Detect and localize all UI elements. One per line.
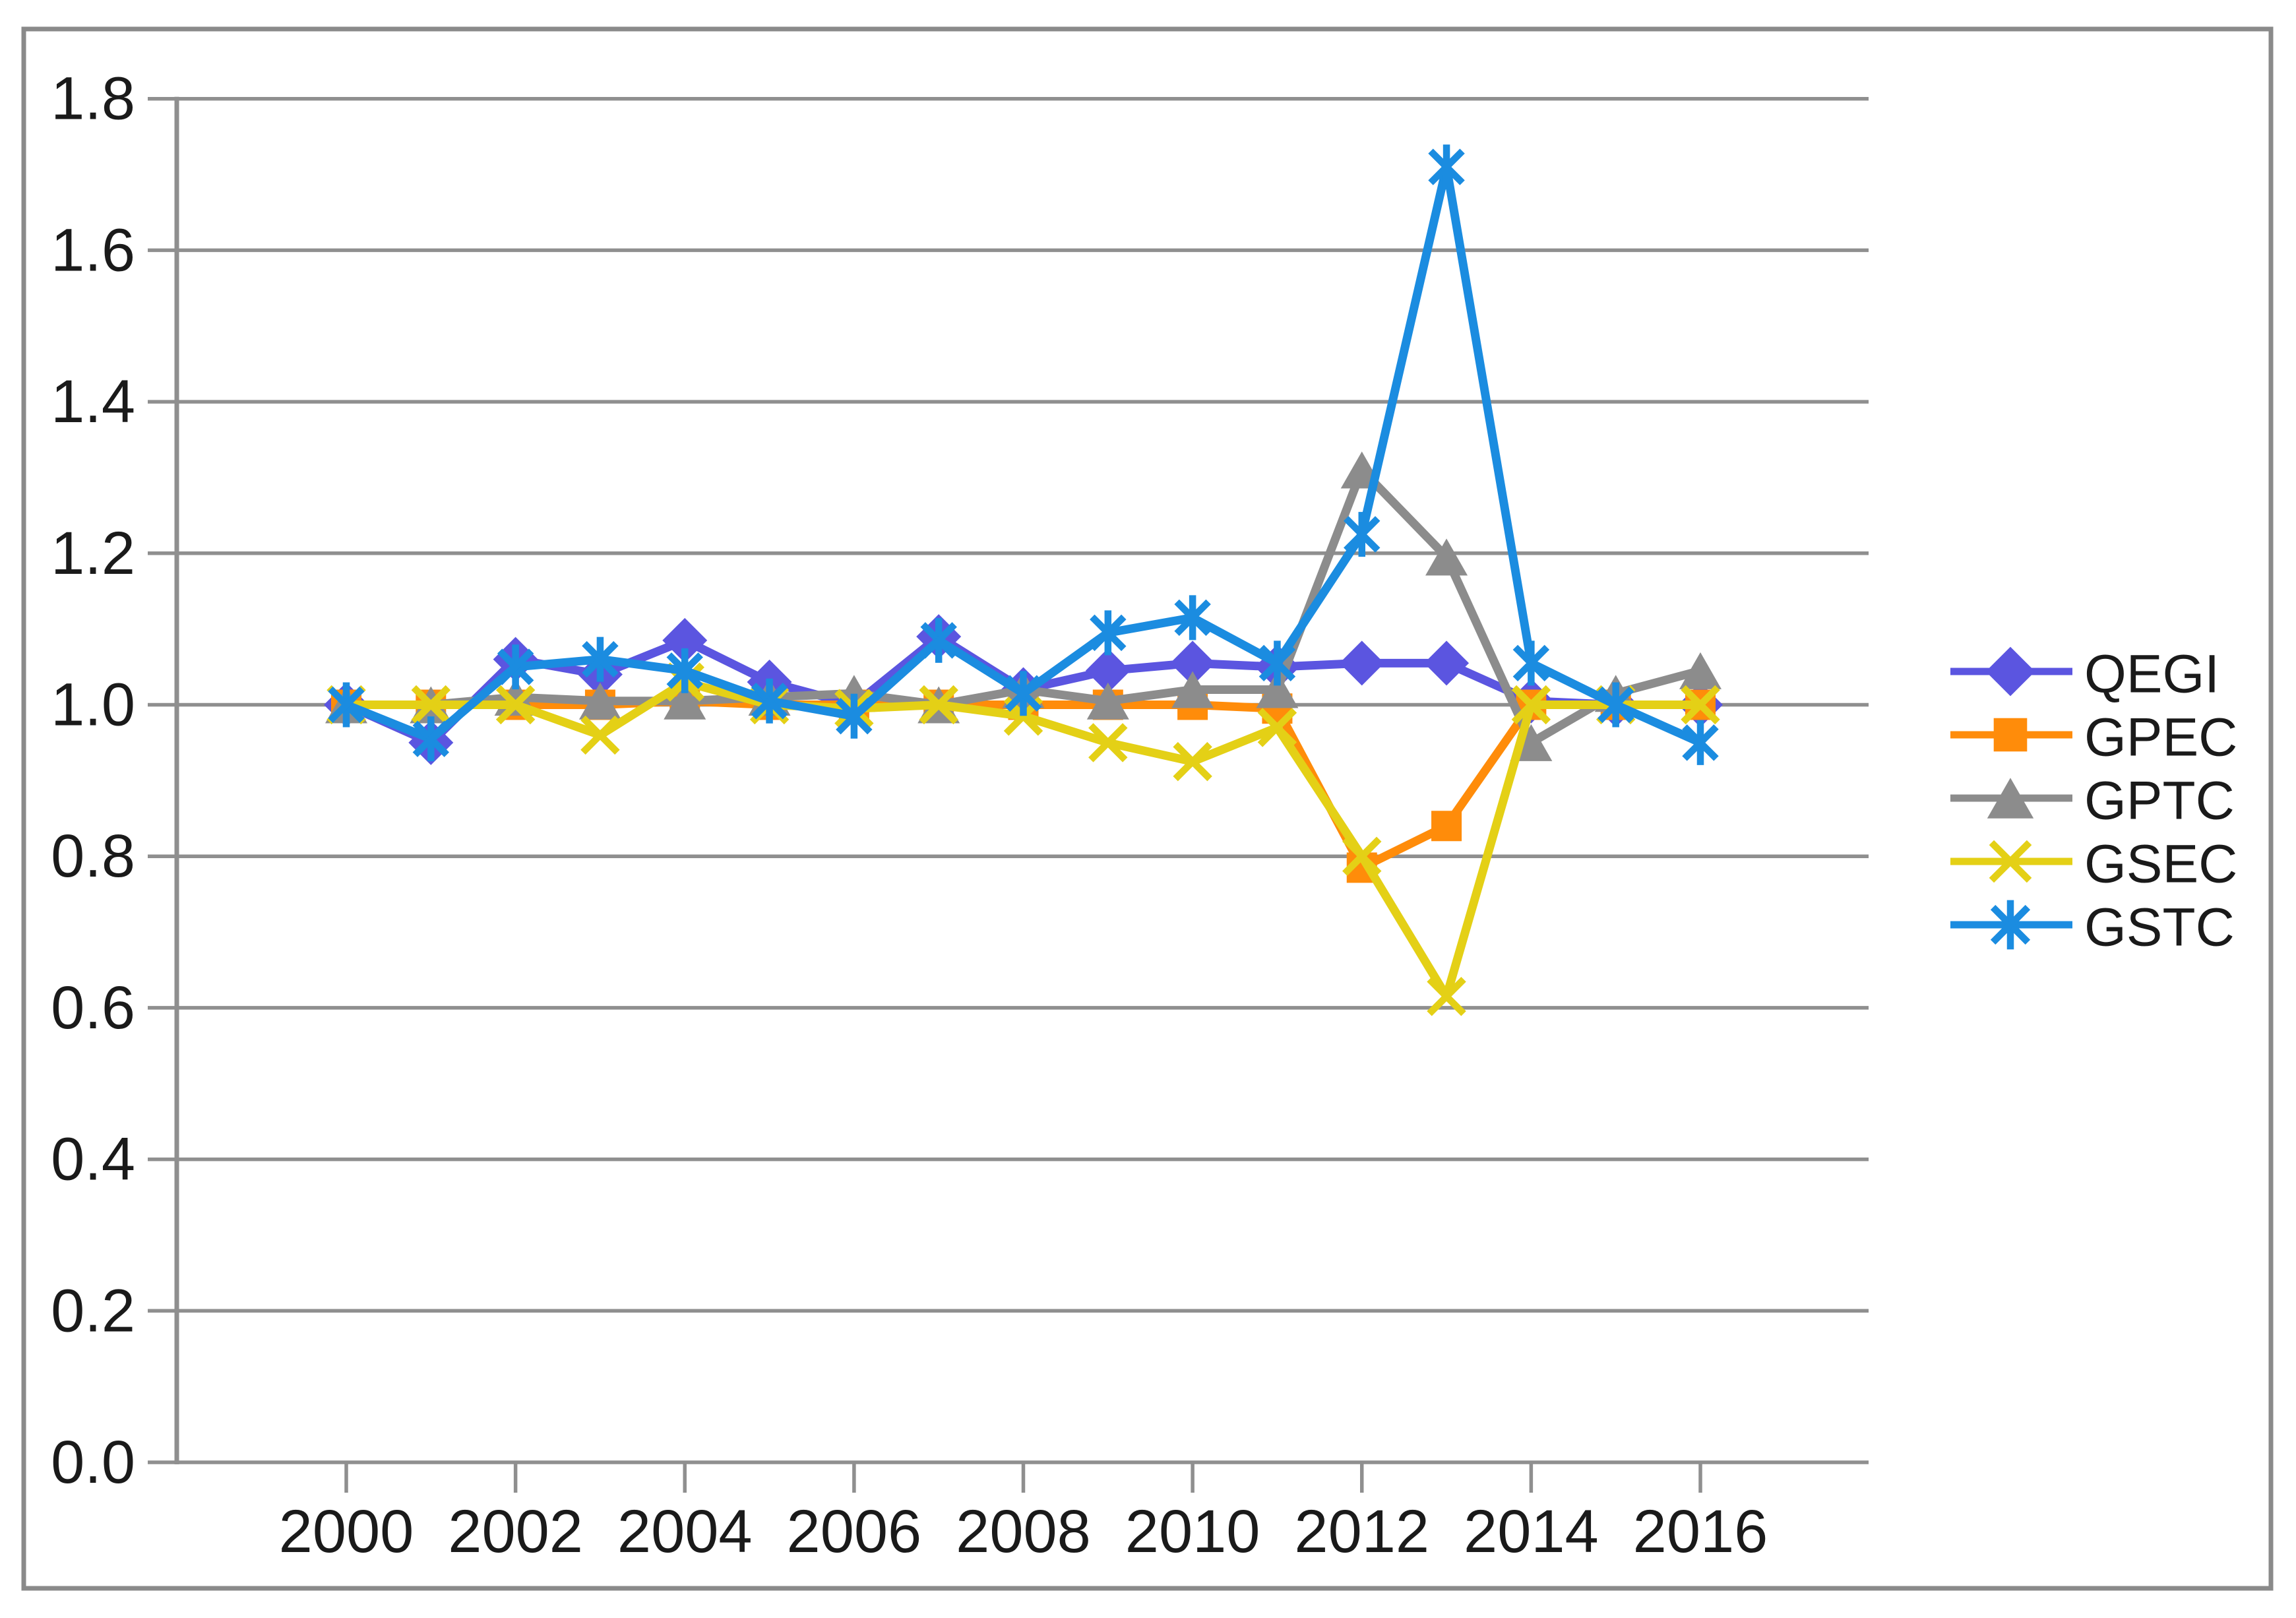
legend-item-GPEC: GPEC xyxy=(1950,708,2237,768)
triangle-marker xyxy=(578,682,621,720)
y-tick-label: 0.8 xyxy=(51,823,135,890)
legend-item-GSTC: GSTC xyxy=(1950,898,2235,958)
x-axis-labels: 2000 2002 2004 2006 2008 2010 2012 2014 2016 xyxy=(279,1498,1768,1565)
x-tick-label: 2008 xyxy=(956,1498,1091,1565)
y-tick-label: 1.8 xyxy=(51,65,135,133)
diamond-marker xyxy=(1985,646,2035,697)
y-tick-label: 1.0 xyxy=(51,671,135,739)
gridlines xyxy=(148,96,1869,1464)
x-tick-label: 2016 xyxy=(1633,1498,1768,1565)
asterisk-marker xyxy=(920,622,957,659)
asterisk-marker xyxy=(751,683,788,720)
asterisk-marker xyxy=(1428,148,1465,185)
x-marker xyxy=(1173,741,1212,782)
asterisk-marker xyxy=(1597,686,1634,724)
asterisk-marker xyxy=(412,720,450,757)
x-axis-ticks xyxy=(344,1462,1702,1493)
square-marker xyxy=(1993,718,2028,752)
diamond-marker xyxy=(662,617,708,663)
diamond-marker xyxy=(1170,640,1216,686)
asterisk-marker xyxy=(1344,516,1381,553)
legend-label: GSEC xyxy=(2084,834,2237,894)
y-tick-label: 1.4 xyxy=(51,368,135,435)
legend-label: GPTC xyxy=(2084,771,2235,831)
asterisk-marker xyxy=(1005,675,1042,712)
triangle-marker xyxy=(1987,778,2034,819)
x-marker xyxy=(495,685,536,725)
x-marker xyxy=(580,715,620,755)
x-marker xyxy=(1511,685,1551,725)
figure-border xyxy=(21,26,2274,1591)
asterisk-marker xyxy=(497,648,534,685)
x-tick-label: 2002 xyxy=(448,1498,583,1565)
asterisk-marker xyxy=(1990,904,2031,945)
x-marker xyxy=(1257,708,1297,747)
x-marker xyxy=(1342,836,1382,876)
asterisk-marker xyxy=(836,698,873,735)
y-tick-label: 1.2 xyxy=(51,520,135,587)
series-GSEC-line xyxy=(342,677,1705,1001)
x-marker xyxy=(919,685,958,725)
x-tick-label: 2004 xyxy=(617,1498,753,1565)
x-tick-label: 2000 xyxy=(279,1498,414,1565)
legend-label: QEGI xyxy=(2084,644,2219,704)
triangle-marker xyxy=(1171,671,1214,708)
legend-item-GSEC: GSEC xyxy=(1950,834,2237,894)
diamond-marker xyxy=(1339,640,1384,686)
legend-item-GPTC: GPTC xyxy=(1950,771,2235,831)
x-marker xyxy=(411,685,451,725)
x-tick-label: 2014 xyxy=(1464,1498,1599,1565)
asterisk-marker xyxy=(328,686,365,724)
x-tick-label: 2006 xyxy=(787,1498,922,1565)
diamond-marker xyxy=(1085,648,1131,693)
triangle-marker xyxy=(664,682,706,720)
diamond-marker xyxy=(1424,640,1470,686)
series-GPEC-line xyxy=(342,697,1705,872)
asterisk-marker xyxy=(582,640,619,678)
series-GSEC-markers xyxy=(326,662,1720,1016)
y-axis-labels: 0.0 0.2 0.4 0.6 0.8 1.0 1.2 1.4 1.6 1.8 xyxy=(51,65,135,1496)
x-marker xyxy=(1681,685,1720,725)
x-tick-label: 2012 xyxy=(1294,1498,1429,1565)
x-marker xyxy=(1989,840,2032,883)
asterisk-marker xyxy=(1682,724,1719,761)
triangle-marker xyxy=(1256,671,1299,708)
series-GSTC-markers xyxy=(328,144,1719,765)
series-GSTC-line xyxy=(342,162,1705,747)
y-tick-label: 0.0 xyxy=(51,1429,135,1496)
asterisk-marker xyxy=(1512,644,1550,682)
asterisk-marker xyxy=(1258,644,1296,682)
asterisk-marker xyxy=(1174,599,1211,637)
y-tick-label: 0.6 xyxy=(51,974,135,1042)
asterisk-marker xyxy=(666,652,703,689)
x-marker xyxy=(1427,976,1466,1016)
triangle-marker xyxy=(1679,652,1722,689)
legend-item-QEGI: QEGI xyxy=(1950,644,2219,704)
y-tick-label: 0.4 xyxy=(51,1126,135,1193)
legend-label: GSTC xyxy=(2084,898,2235,958)
asterisk-marker xyxy=(1090,614,1127,652)
series-GSEC xyxy=(326,662,1720,1016)
triangle-marker xyxy=(1425,538,1468,576)
triangle-marker xyxy=(1086,682,1129,720)
square-marker xyxy=(1431,811,1462,842)
x-tick-label: 2010 xyxy=(1125,1498,1260,1565)
series-GSTC xyxy=(328,144,1719,765)
legend-label: GPEC xyxy=(2084,708,2237,768)
x-marker xyxy=(1088,723,1128,762)
y-tick-label: 0.2 xyxy=(51,1277,135,1344)
y-tick-label: 1.6 xyxy=(51,216,135,284)
